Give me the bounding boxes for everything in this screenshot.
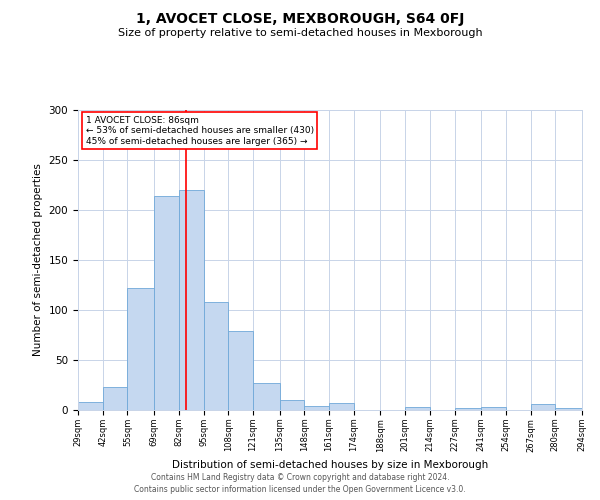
Text: Size of property relative to semi-detached houses in Mexborough: Size of property relative to semi-detach… <box>118 28 482 38</box>
Text: Contains HM Land Registry data © Crown copyright and database right 2024.: Contains HM Land Registry data © Crown c… <box>151 474 449 482</box>
Bar <box>455 408 481 410</box>
Bar <box>329 403 354 410</box>
Bar <box>253 383 280 410</box>
Bar <box>481 407 506 410</box>
X-axis label: Distribution of semi-detached houses by size in Mexborough: Distribution of semi-detached houses by … <box>172 460 488 470</box>
Bar <box>304 406 329 410</box>
Bar <box>179 190 203 410</box>
Bar <box>280 400 304 410</box>
Bar <box>228 331 253 410</box>
Bar <box>78 402 103 410</box>
Y-axis label: Number of semi-detached properties: Number of semi-detached properties <box>33 164 43 356</box>
Bar <box>556 408 582 410</box>
Bar <box>127 288 154 410</box>
Text: 1, AVOCET CLOSE, MEXBOROUGH, S64 0FJ: 1, AVOCET CLOSE, MEXBOROUGH, S64 0FJ <box>136 12 464 26</box>
Text: 1 AVOCET CLOSE: 86sqm
← 53% of semi-detached houses are smaller (430)
45% of sem: 1 AVOCET CLOSE: 86sqm ← 53% of semi-deta… <box>86 116 314 146</box>
Bar <box>103 387 127 410</box>
Bar <box>154 196 179 410</box>
Bar <box>203 302 228 410</box>
Bar <box>530 404 556 410</box>
Bar <box>405 407 430 410</box>
Text: Contains public sector information licensed under the Open Government Licence v3: Contains public sector information licen… <box>134 485 466 494</box>
